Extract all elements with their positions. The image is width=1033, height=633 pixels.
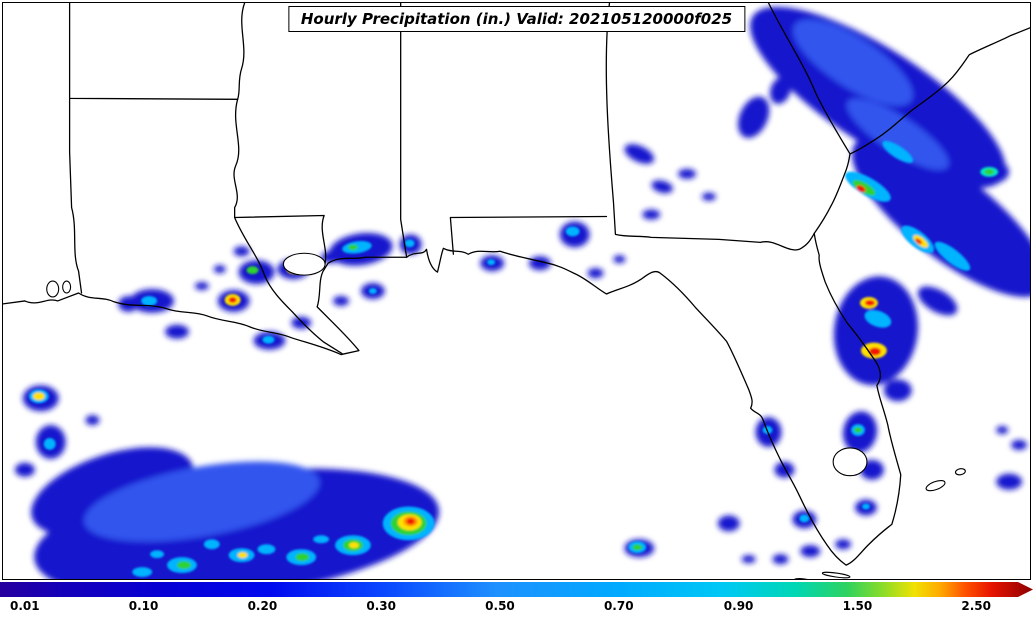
- colorbar-tick-label: 0.10: [128, 599, 159, 613]
- state-boundaries-layer: [3, 3, 1030, 566]
- precip-map: [3, 3, 1030, 579]
- colorbar-tick-label: 0.01: [9, 599, 40, 613]
- colorbar: 0.01 0.10 0.20 0.30 0.50 0.70 0.90 1.50 2.50: [0, 582, 1033, 617]
- colorbar-tick-label: 0.20: [247, 599, 278, 613]
- precip-core-layer: [28, 141, 999, 578]
- colorbar-tick-label: 0.30: [366, 599, 396, 613]
- colorbar-tick-label: 0.90: [723, 599, 754, 613]
- precip-shield-layer: [14, 6, 1030, 579]
- colorbar-ticks: 0.01 0.10 0.20 0.30 0.50 0.70 0.90 1.50 2.50: [0, 599, 1033, 617]
- colorbar-tick-label: 0.50: [485, 599, 515, 613]
- colorbar-tick-label: 2.50: [961, 599, 991, 613]
- map-frame: [2, 2, 1031, 580]
- colorbar-tick-label: 0.70: [603, 599, 634, 613]
- colorbar-tick-label: 1.50: [842, 599, 873, 613]
- colorbar-gradient: [0, 582, 1033, 597]
- map-title: Hourly Precipitation (in.) Valid: 202105…: [287, 6, 746, 32]
- lakes-islands-layer: [46, 252, 966, 579]
